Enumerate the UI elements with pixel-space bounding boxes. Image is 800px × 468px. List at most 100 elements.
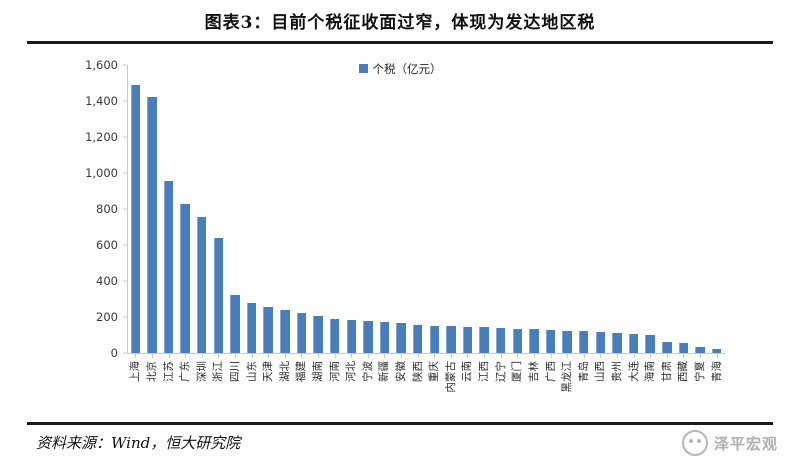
bar-item[interactable] (160, 65, 177, 358)
bar[interactable] (230, 295, 240, 353)
bar[interactable] (280, 309, 290, 353)
x-axis-label-slot: 青岛 (575, 359, 592, 421)
bar[interactable] (711, 349, 722, 353)
bar-item[interactable] (625, 65, 642, 358)
bar[interactable] (678, 342, 689, 353)
bar-item[interactable] (509, 65, 526, 358)
bar[interactable] (130, 84, 141, 353)
bar[interactable] (363, 320, 373, 353)
bar[interactable] (412, 324, 423, 353)
bar-item[interactable] (426, 65, 443, 358)
bar[interactable] (462, 326, 473, 353)
bar-item[interactable] (692, 65, 709, 358)
watermark-label: 泽平宏观 (713, 434, 778, 453)
bar-item[interactable] (376, 65, 393, 358)
bar[interactable] (495, 328, 506, 353)
bar-item[interactable] (360, 65, 377, 358)
x-axis-label-slot: 贵州 (609, 359, 626, 421)
bar[interactable] (612, 333, 622, 353)
bar[interactable] (246, 302, 257, 353)
x-axis-tick-label: 吉林 (527, 361, 540, 382)
chart-legend: 个税（亿元） (0, 60, 800, 78)
bar-item[interactable] (227, 65, 244, 358)
bar-item[interactable] (526, 65, 543, 358)
bar-item[interactable] (326, 65, 343, 358)
bar[interactable] (147, 96, 157, 353)
bar[interactable] (396, 323, 406, 353)
bar-item[interactable] (592, 65, 609, 358)
x-axis-label-slot: 云南 (459, 359, 476, 421)
bar-item[interactable] (559, 65, 576, 358)
bar-item[interactable] (276, 65, 293, 358)
bar-item[interactable] (243, 65, 260, 358)
bar-item[interactable] (343, 65, 360, 358)
bar-item[interactable] (642, 65, 659, 358)
x-axis-tick-mark (633, 353, 635, 358)
x-axis-tick-label: 浙江 (212, 361, 225, 382)
bar-item[interactable] (177, 65, 194, 358)
bar[interactable] (628, 334, 639, 353)
bar[interactable] (180, 203, 190, 353)
bar[interactable] (545, 329, 556, 353)
x-axis-label-slot: 江苏 (160, 359, 177, 421)
x-axis-tick-mark (367, 353, 369, 358)
bar-item[interactable] (144, 65, 161, 358)
bar[interactable] (346, 319, 356, 353)
bar[interactable] (446, 326, 456, 353)
bar-item[interactable] (193, 65, 210, 358)
x-axis-label-slot: 内蒙古 (443, 359, 460, 421)
bar-series (127, 65, 725, 358)
bar[interactable] (313, 316, 323, 353)
bar-chart: 个税（亿元） 0 200 400 600 800 1,000 1,200 1,400 1,600… (0, 48, 800, 420)
bar-item[interactable] (393, 65, 410, 358)
bar[interactable] (579, 331, 589, 353)
bar-item[interactable] (443, 65, 460, 358)
bar-item[interactable] (210, 65, 227, 358)
bar-item[interactable] (575, 65, 592, 358)
x-axis-label-slot: 重庆 (426, 359, 443, 421)
bar-item[interactable] (609, 65, 626, 358)
bar[interactable] (645, 335, 655, 353)
bar[interactable] (595, 332, 606, 353)
bar[interactable] (263, 307, 273, 353)
bar[interactable] (695, 346, 705, 353)
x-axis-line (127, 353, 725, 354)
bar[interactable] (329, 318, 340, 353)
bar-item[interactable] (459, 65, 476, 358)
x-axis-tick-mark (650, 353, 652, 358)
bar[interactable] (479, 327, 489, 353)
y-axis-tick-mark (123, 244, 127, 246)
bar-item[interactable] (476, 65, 493, 358)
bar-item[interactable] (492, 65, 509, 358)
x-axis-label-slot: 湖南 (310, 359, 327, 421)
x-axis-tick-mark (533, 353, 535, 358)
bar[interactable] (662, 341, 672, 353)
bar[interactable] (529, 329, 539, 353)
bar[interactable] (379, 322, 390, 353)
x-axis-label-slot: 四川 (227, 359, 244, 421)
x-axis-tick-label: 海南 (643, 361, 656, 382)
bar-item[interactable] (310, 65, 327, 358)
bar[interactable] (429, 325, 439, 353)
x-axis-tick-mark (251, 353, 253, 358)
bar-item[interactable] (293, 65, 310, 358)
bar-item[interactable] (260, 65, 277, 358)
bar[interactable] (213, 237, 224, 353)
bar-item[interactable] (708, 65, 725, 358)
bar-item[interactable] (659, 65, 676, 358)
x-axis-tick-mark (700, 353, 702, 358)
bar-item[interactable] (542, 65, 559, 358)
bar-item[interactable] (127, 65, 144, 358)
bar[interactable] (296, 313, 307, 353)
bar[interactable] (163, 181, 174, 353)
x-axis-tick-mark (284, 353, 286, 358)
x-axis-tick-label: 广西 (544, 361, 557, 382)
x-axis-tick-mark (384, 353, 386, 358)
bar-item[interactable] (409, 65, 426, 358)
x-axis-label-slot: 辽宁 (492, 359, 509, 421)
bar[interactable] (562, 330, 572, 353)
bar[interactable] (512, 328, 523, 353)
source-note: 资料来源：Wind，恒大研究院 (36, 434, 241, 452)
bar[interactable] (197, 217, 207, 353)
bar-item[interactable] (675, 65, 692, 358)
